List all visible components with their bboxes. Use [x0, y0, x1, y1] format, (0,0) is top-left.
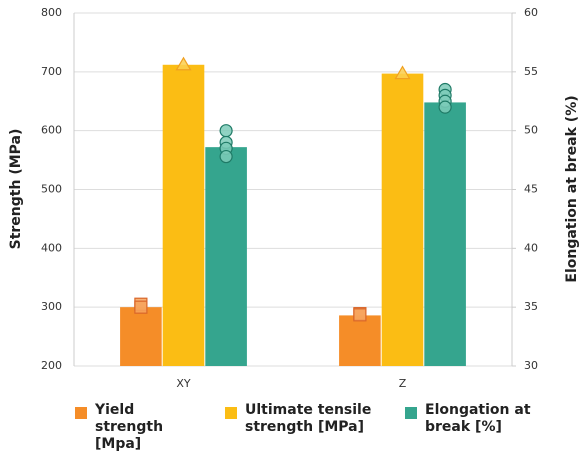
- bar: [339, 315, 381, 366]
- y2-tick-label: 45: [524, 183, 538, 196]
- bar: [205, 147, 247, 366]
- legend-swatch: [405, 407, 417, 419]
- y-tick-label: 200: [41, 359, 62, 372]
- y2-tick-label: 50: [524, 124, 538, 137]
- point: [394, 65, 411, 80]
- x-tick-label: XY: [176, 377, 191, 390]
- x-tick-label: Z: [399, 377, 407, 390]
- bar: [162, 64, 205, 367]
- y-tick-label: 700: [41, 65, 62, 78]
- legend: Yield strength [Mpa] Ultimate tensile str…: [0, 402, 584, 472]
- legend-item: Yield strength [Mpa]: [75, 402, 185, 453]
- bar: [424, 102, 466, 366]
- y2-tick-label: 40: [524, 241, 538, 254]
- bar: [381, 73, 424, 367]
- point: [353, 308, 367, 322]
- legend-label: Ultimate tensile strength [MPa]: [245, 402, 372, 435]
- legend-label: Yield strength [Mpa]: [95, 402, 164, 452]
- point: [175, 56, 192, 71]
- y2-tick-label: 60: [524, 6, 538, 19]
- y2-tick-label: 30: [524, 359, 538, 372]
- legend-item: Elongation at break [%]: [405, 402, 535, 436]
- y2-axis-title: Elongation at break (%): [564, 95, 580, 282]
- y-tick-label: 600: [41, 124, 62, 137]
- point: [219, 124, 233, 138]
- legend-label: Elongation at break [%]: [425, 402, 531, 435]
- legend-swatch: [75, 407, 87, 419]
- chart: Strength (MPa) Elongation at break (%) 2…: [8, 6, 580, 390]
- y-tick-label: 300: [41, 300, 62, 313]
- y-tick-label: 400: [41, 241, 62, 254]
- point: [219, 149, 233, 164]
- legend-item: Ultimate tensile strength [MPa]: [225, 402, 375, 436]
- point: [438, 100, 452, 114]
- point: [134, 300, 148, 314]
- bar: [120, 307, 162, 366]
- y-axis-title: Strength (MPa): [8, 129, 24, 250]
- y2-tick-label: 55: [524, 65, 538, 78]
- y-tick-label: 800: [41, 6, 62, 19]
- legend-swatch: [225, 407, 237, 419]
- y-tick-label: 500: [41, 183, 62, 196]
- y2-tick-label: 35: [524, 300, 538, 313]
